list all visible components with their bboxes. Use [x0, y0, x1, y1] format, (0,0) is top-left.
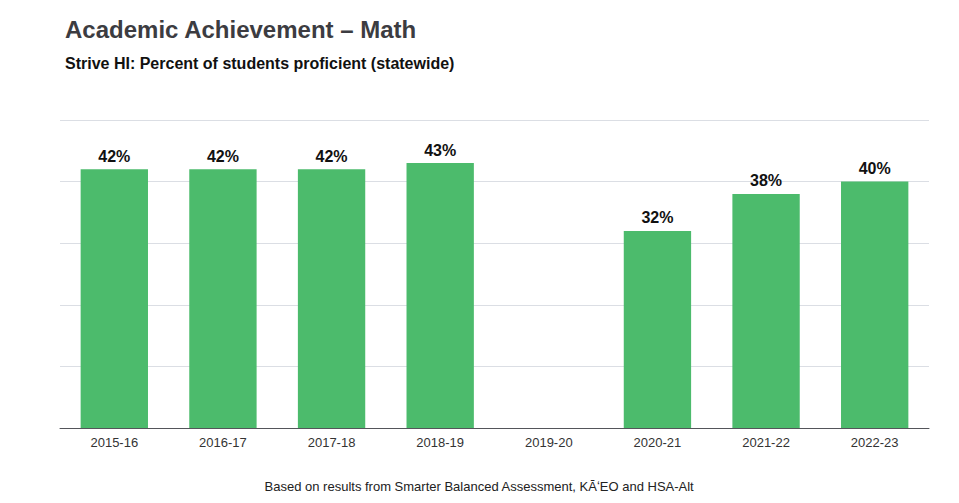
svg-text:Academic Achievement – Math: Academic Achievement – Math — [65, 16, 416, 43]
svg-text:38%: 38% — [750, 172, 782, 189]
svg-text:2015-16: 2015-16 — [90, 435, 138, 450]
svg-text:2018-19: 2018-19 — [416, 435, 464, 450]
svg-text:2020-21: 2020-21 — [634, 435, 682, 450]
svg-text:42%: 42% — [98, 148, 130, 165]
svg-text:43%: 43% — [424, 142, 456, 159]
svg-text:42%: 42% — [316, 148, 348, 165]
svg-text:2021-22: 2021-22 — [742, 435, 790, 450]
svg-text:2019-20: 2019-20 — [525, 435, 573, 450]
svg-text:2022-23: 2022-23 — [851, 435, 899, 450]
svg-text:42%: 42% — [207, 148, 239, 165]
svg-text:40%: 40% — [859, 160, 891, 177]
svg-text:2017-18: 2017-18 — [308, 435, 356, 450]
svg-text:Based on results from Smarter: Based on results from Smarter Balanced A… — [265, 479, 695, 494]
svg-text:32%: 32% — [641, 209, 673, 226]
svg-text:2016-17: 2016-17 — [199, 435, 247, 450]
svg-text:Strive HI: Percent of students: Strive HI: Percent of students proficien… — [65, 55, 454, 72]
